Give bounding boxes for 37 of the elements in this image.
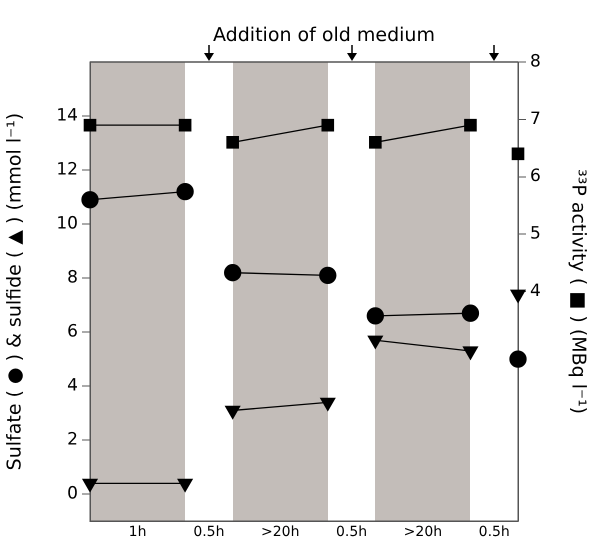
- y-axis-title: Sulfate ( ● ) & sulfide ( ▲ ) (mmol l⁻¹): [3, 112, 26, 470]
- y-tick-label: 2: [67, 430, 78, 450]
- point: [81, 191, 99, 208]
- point: [226, 136, 239, 149]
- y2-tick-label: 8: [530, 51, 541, 72]
- y-tick-label: 4: [67, 376, 78, 396]
- y-tick-label: 0: [67, 484, 78, 504]
- y-tick-label: 8: [67, 268, 78, 288]
- y-tick-label: 10: [56, 213, 78, 234]
- point: [464, 118, 477, 132]
- y2-axis-title: ³³P activity ( ■ ) (MBq l⁻¹): [568, 169, 590, 414]
- point: [178, 118, 192, 132]
- y2-tick-label: 7: [530, 108, 541, 129]
- text: Addition of old medium: [213, 24, 435, 46]
- point: [509, 350, 527, 368]
- point: [319, 266, 336, 284]
- point: [462, 304, 480, 322]
- point: [224, 264, 242, 282]
- point: [369, 136, 382, 149]
- y-tick-label: 12: [56, 159, 78, 180]
- x-tick-label: 0.5h: [336, 524, 368, 540]
- x-tick-label: 0.5h: [193, 524, 224, 540]
- x-tick-label: >20h: [404, 524, 442, 540]
- point: [510, 290, 526, 303]
- y-tick-label: 14: [56, 105, 78, 126]
- x-tick-label: >20h: [261, 524, 300, 540]
- point: [321, 118, 334, 132]
- point: [366, 307, 384, 325]
- y-tick-label: 6: [67, 322, 78, 342]
- y2-tick-label: 4: [530, 281, 541, 302]
- point: [176, 183, 194, 200]
- x-tick-label: 1h: [128, 524, 146, 540]
- y2-tick-label: 5: [530, 224, 541, 244]
- point: [512, 148, 524, 160]
- y2-tick-label: 6: [530, 166, 541, 186]
- x-tick-label: 0.5h: [478, 524, 510, 540]
- point: [84, 118, 96, 132]
